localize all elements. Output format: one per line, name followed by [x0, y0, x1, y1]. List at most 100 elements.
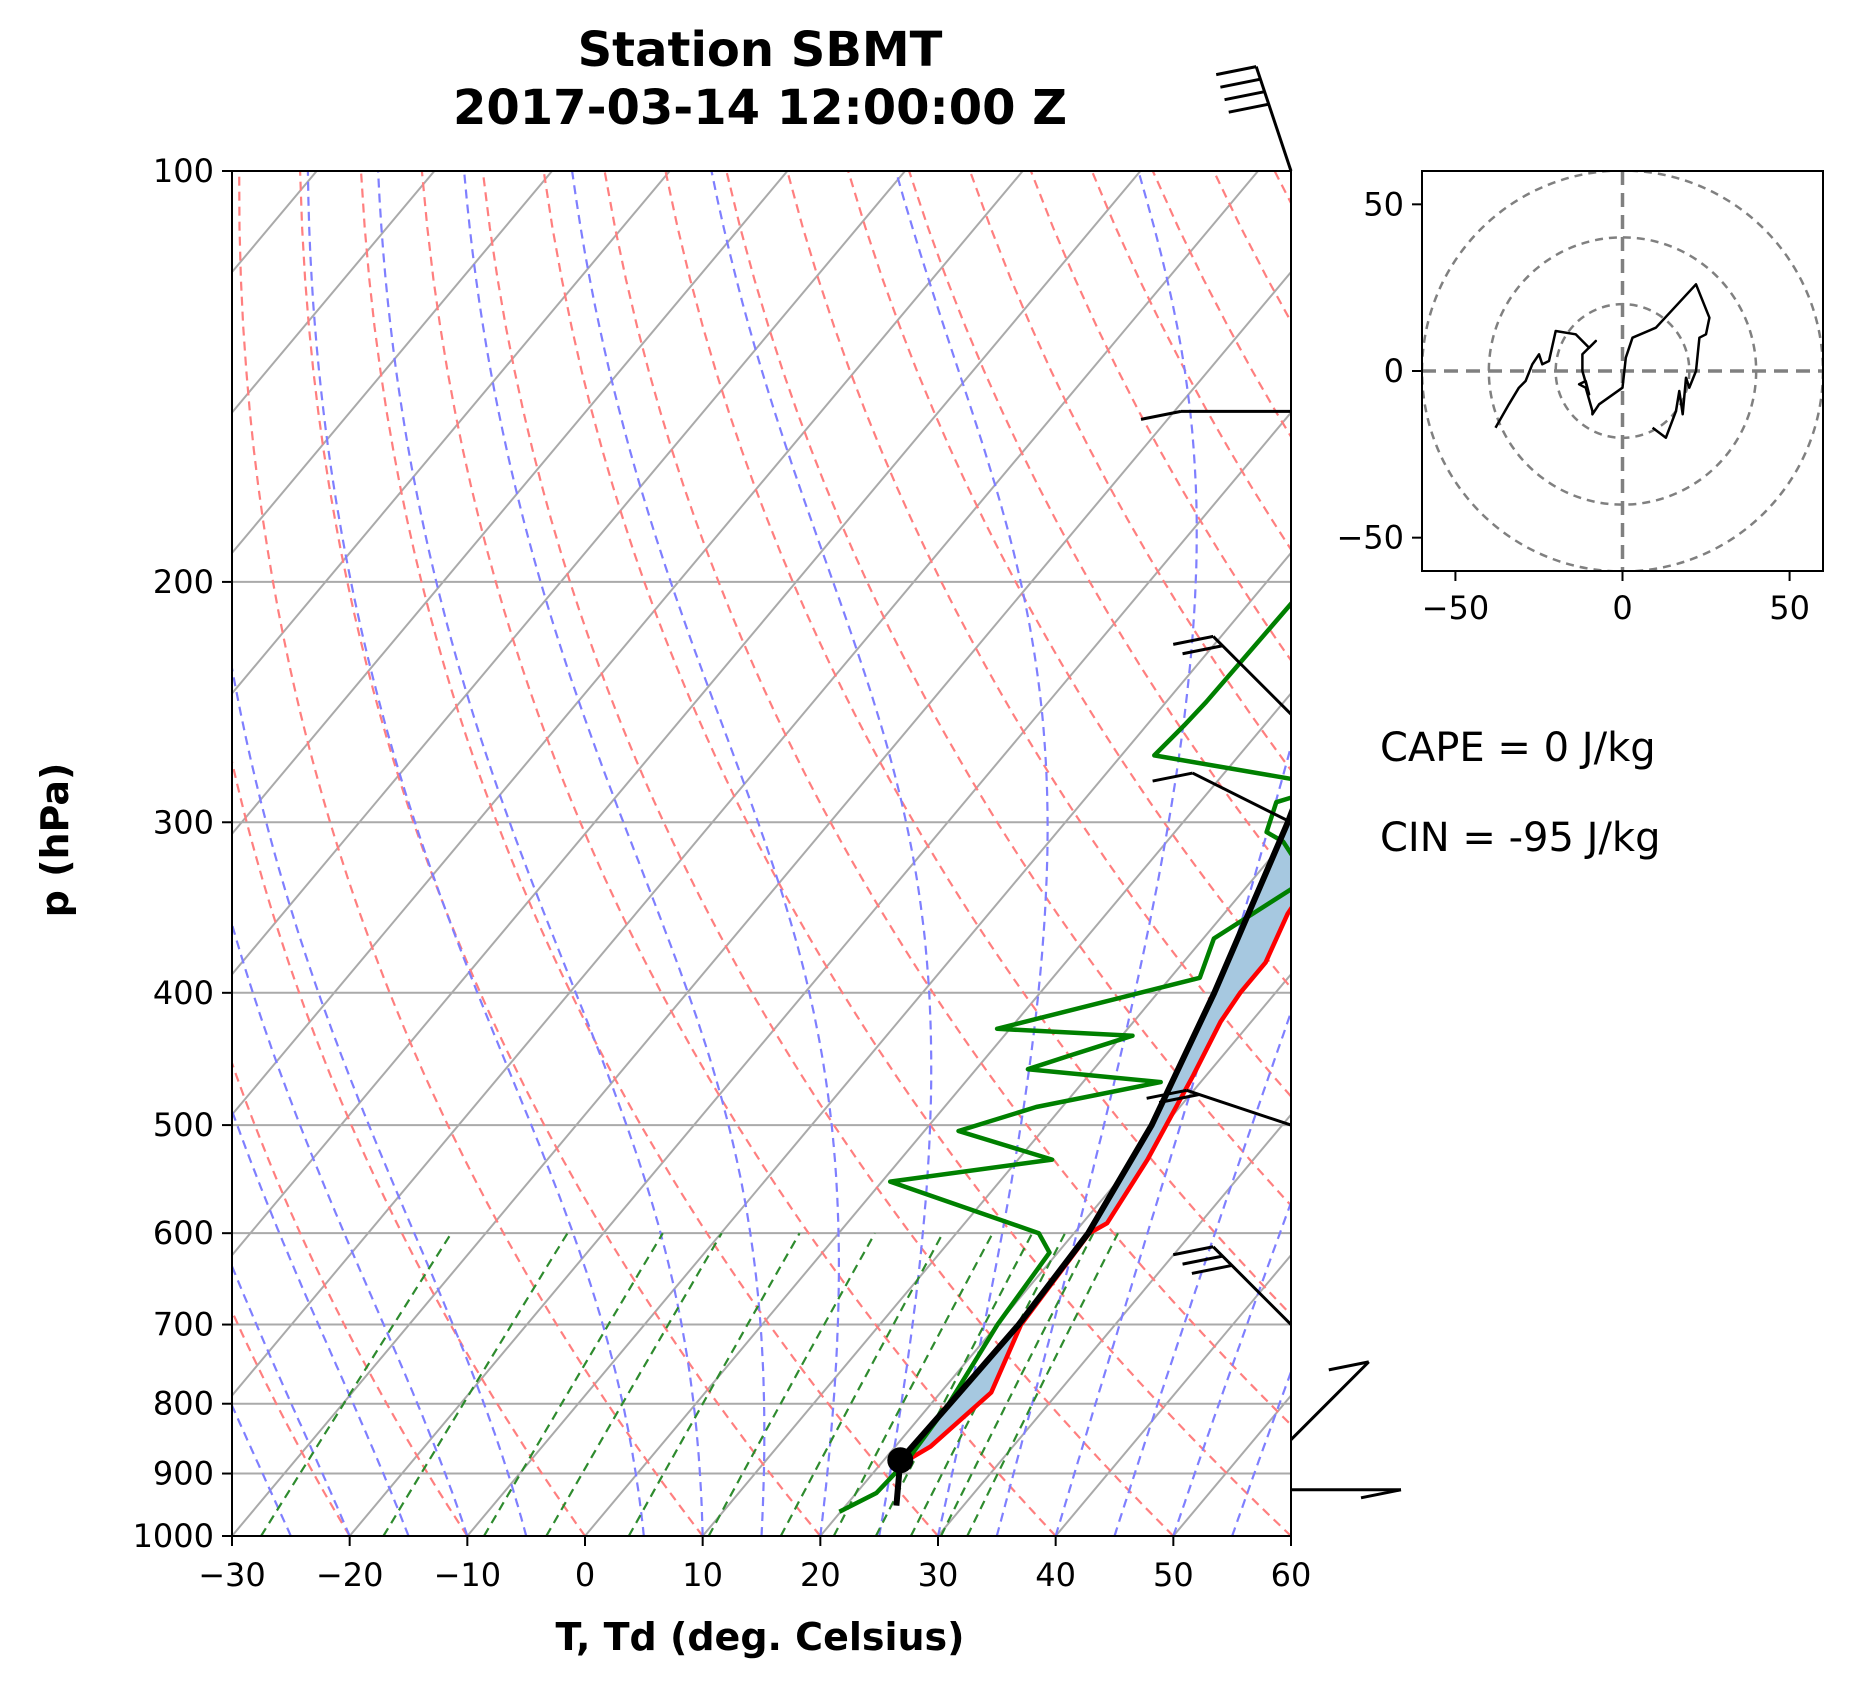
- wind-barb: [1146, 1088, 1292, 1127]
- isotherm-line: [232, 171, 1142, 1257]
- isotherm-line: [232, 171, 906, 976]
- chart-title-time: 2017-03-14 12:00:00 Z: [452, 80, 1068, 136]
- cin-value: CIN = -95 J/kg: [1380, 815, 1661, 861]
- isotherm-line: [937, 1113, 1291, 1536]
- parcel-profile-line: [893, 805, 1291, 1506]
- hodo-y-tick-label: −50: [1336, 519, 1404, 557]
- wind-barb-flag: [1215, 65, 1257, 77]
- hodograph-area: [1422, 171, 1823, 571]
- y-axis-label: p (hPa): [33, 762, 77, 918]
- wind-barb-flag: [1172, 1245, 1214, 1257]
- moist-adiabat: [463, 171, 766, 1536]
- mixing-ratio-line: [707, 1232, 876, 1536]
- moist-adiabat: [894, 171, 1049, 1536]
- wind-barb-flag: [1146, 1088, 1187, 1100]
- moist-adiabat: [232, 1263, 351, 1536]
- y-tick-label: 700: [153, 1306, 214, 1344]
- y-tick-label: 300: [153, 803, 214, 841]
- y-tick-label: 500: [153, 1106, 214, 1144]
- x-tick-label: 50: [1153, 1556, 1194, 1594]
- x-tick-label: 30: [918, 1556, 959, 1594]
- moist-adiabat: [1054, 742, 1291, 1536]
- x-tick-label: −20: [316, 1556, 384, 1594]
- mixing-ratio-line: [483, 1232, 664, 1536]
- dewpoint-line: [838, 600, 1291, 1514]
- x-tick-label: 10: [682, 1556, 723, 1594]
- mixing-ratio-line: [779, 1232, 944, 1536]
- dry-adiabat: [232, 1308, 351, 1536]
- wind-barb-staff: [1254, 66, 1293, 172]
- dry-adiabat: [299, 171, 822, 1536]
- cape-value: CAPE = 0 J/kg: [1380, 725, 1656, 771]
- dry-adiabat: [238, 171, 704, 1536]
- isotherm-line: [232, 171, 789, 836]
- moist-adiabat: [232, 1107, 410, 1536]
- wind-barb: [1140, 409, 1291, 421]
- wind-barb: [1152, 771, 1292, 824]
- wind-barb-staff: [1212, 635, 1293, 716]
- isotherm-line: [232, 171, 671, 695]
- dry-adiabat: [232, 1059, 469, 1536]
- y-tick-label: 400: [153, 974, 214, 1012]
- hodo-y-tick-label: 50: [1363, 185, 1404, 223]
- mixing-ratio-line: [545, 1232, 723, 1536]
- isotherm-line: [232, 171, 436, 415]
- wind-barb-flag: [1224, 90, 1265, 102]
- dry-adiabat: [664, 171, 1291, 1317]
- wind-barb-flag: [1182, 644, 1223, 656]
- wind-barb-flag: [1228, 102, 1270, 114]
- isotherm-line: [232, 270, 1291, 1536]
- moist-adiabat: [571, 171, 840, 1536]
- wind-barb-flag: [1172, 634, 1214, 646]
- wind-barb: [1172, 634, 1293, 716]
- temperature-line: [906, 904, 1291, 1463]
- x-tick-label: −30: [198, 1556, 266, 1594]
- dry-adiabat: [420, 171, 1057, 1536]
- x-tick-label: 40: [1035, 1556, 1076, 1594]
- moist-adiabat: [232, 662, 528, 1536]
- wind-barb-flag: [1328, 1360, 1370, 1372]
- y-tick-label: 100: [153, 152, 214, 190]
- dry-adiabat: [481, 171, 1175, 1536]
- wind-barb-flag: [1158, 1093, 1200, 1104]
- x-tick-label: 20: [800, 1556, 841, 1594]
- isotherm-line: [819, 972, 1291, 1536]
- isotherm-line: [232, 171, 1259, 1398]
- hodo-y-tick-label: 0: [1384, 352, 1404, 390]
- wind-barb-staff: [1186, 1088, 1292, 1127]
- x-axis-label: T, Td (deg. Celsius): [555, 1615, 965, 1659]
- moist-adiabat: [232, 920, 469, 1536]
- wind-barb-staff: [1191, 771, 1292, 824]
- dry-adiabat: [359, 171, 939, 1536]
- moist-adiabat: [710, 171, 933, 1536]
- mixing-ratio-line: [909, 1232, 1067, 1536]
- y-tick-label: 600: [153, 1214, 214, 1252]
- dry-adiabat: [232, 756, 586, 1536]
- y-tick-label: 200: [153, 563, 214, 601]
- dry-adiabat: [908, 171, 1291, 881]
- isotherm-line: [1054, 1253, 1291, 1536]
- isotherm-line: [232, 171, 553, 555]
- isotherm-line: [348, 410, 1291, 1536]
- dry-adiabat: [542, 171, 1291, 1536]
- isotherm-line: [466, 551, 1291, 1536]
- moist-adiabat: [232, 1402, 292, 1536]
- x-tick-label: −10: [434, 1556, 502, 1594]
- mixing-ratio-line: [940, 1232, 1095, 1536]
- wind-barb-staff: [1289, 1360, 1370, 1441]
- wind-barb-flag: [1152, 771, 1193, 783]
- x-tick-label: 0: [575, 1556, 595, 1594]
- wind-barb-flag: [1182, 1254, 1223, 1266]
- dry-adiabat: [786, 171, 1291, 1099]
- wind-barb-flag: [1140, 409, 1182, 421]
- plot-frame: [231, 170, 1292, 1537]
- wind-barb-flag: [1220, 77, 1261, 89]
- wind-barb-staff: [1212, 1245, 1293, 1326]
- dry-adiabat: [725, 171, 1291, 1208]
- y-tick-label: 900: [153, 1455, 214, 1493]
- wind-barb: [1291, 1488, 1402, 1500]
- mixing-ratio-line: [832, 1232, 994, 1536]
- isotherm-line: [232, 171, 1024, 1117]
- hodograph-trace: [1494, 283, 1711, 439]
